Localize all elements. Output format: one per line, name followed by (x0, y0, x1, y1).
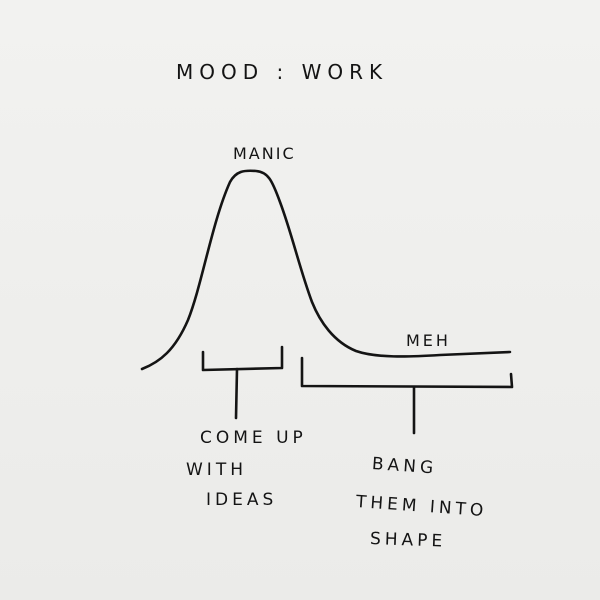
caption-line: WITH (186, 460, 247, 480)
caption-line: IDEAS (206, 490, 278, 510)
ideas-bracket-stem (234, 367, 239, 420)
plateau-label: MEH (406, 331, 451, 350)
caption-line: COME UP (200, 428, 307, 448)
ideas-bracket (201, 345, 284, 372)
mood-curve (140, 169, 512, 371)
peak-label: MANIC (233, 144, 296, 163)
shape-bracket (300, 356, 514, 389)
caption-line: SHAPE (369, 529, 447, 552)
diagram-title: MOOD : WORK (176, 60, 389, 84)
caption-line: BANG (371, 454, 438, 479)
